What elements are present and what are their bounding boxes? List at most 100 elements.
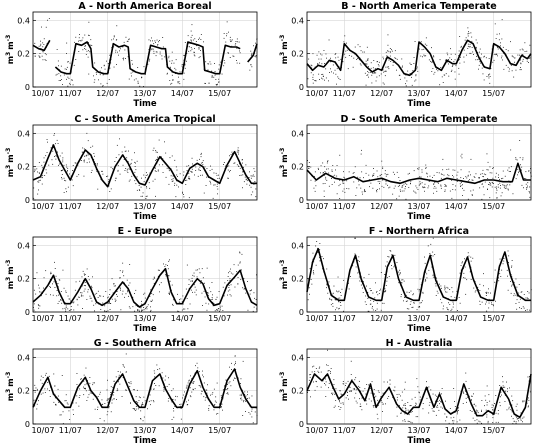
- scatter-dot: [238, 150, 240, 152]
- scatter-dot: [69, 419, 71, 420]
- scatter-dot: [224, 62, 226, 64]
- scatter-dot: [355, 377, 357, 379]
- scatter-dot: [396, 406, 398, 408]
- scatter-dot: [485, 301, 487, 303]
- scatter-dot: [510, 166, 512, 168]
- scatter-dot: [499, 258, 501, 260]
- scatter-dot: [325, 378, 326, 380]
- scatter-dot: [41, 164, 43, 166]
- scatter-dot: [359, 398, 360, 400]
- scatter-dot: [460, 45, 462, 47]
- y-unit-exponent: 3: [279, 277, 286, 281]
- scatter-dot: [35, 293, 37, 295]
- scatter-dot: [445, 291, 446, 293]
- scatter-dot: [386, 55, 388, 57]
- scatter-dot: [348, 282, 349, 284]
- scatter-dot: [135, 410, 137, 411]
- scatter-dot: [343, 310, 344, 312]
- scatter-dot: [225, 41, 227, 43]
- y-tick-label: 0: [25, 308, 30, 317]
- scatter-dot: [157, 44, 159, 46]
- scatter-dot: [214, 74, 216, 76]
- scatter-dot: [341, 288, 343, 290]
- scatter-dot: [467, 35, 469, 37]
- scatter-dot: [451, 308, 453, 310]
- scatter-dot: [453, 420, 455, 422]
- scatter-dot: [384, 75, 386, 77]
- scatter-dot: [374, 297, 376, 299]
- scatter-dot: [475, 46, 477, 48]
- scatter-dot: [152, 400, 154, 401]
- series-line: [32, 368, 257, 409]
- scatter-dot: [47, 388, 48, 390]
- scatter-dot: [515, 422, 517, 424]
- scatter-dot: [518, 292, 520, 294]
- scatter-dot: [384, 274, 386, 275]
- scatter-dot: [215, 84, 217, 85]
- scatter-dot: [507, 250, 509, 252]
- scatter-dot: [38, 287, 40, 289]
- scatter-dot: [417, 416, 419, 418]
- scatter-dot: [457, 407, 459, 408]
- x-tick-label: 11/07: [333, 202, 356, 211]
- scatter-dot: [232, 153, 233, 155]
- x-tick-label: 11/07: [59, 89, 82, 98]
- scatter-dot: [474, 420, 476, 422]
- scatter-dot: [136, 402, 138, 404]
- scatter-dot: [453, 61, 455, 63]
- scatter-dot: [422, 403, 424, 404]
- scatter-dot: [476, 422, 478, 424]
- scatter-dot: [482, 176, 484, 177]
- scatter-dot: [171, 284, 173, 286]
- scatter-dot: [459, 419, 461, 421]
- scatter-dot: [425, 167, 427, 169]
- plot-frame: [306, 124, 532, 201]
- scatter-dot: [251, 66, 253, 68]
- scatter-dot: [193, 54, 195, 56]
- scatter-dot: [213, 184, 215, 186]
- scatter-dot: [58, 294, 59, 296]
- scatter-dot: [167, 72, 168, 74]
- scatter-dot: [93, 304, 95, 306]
- scatter-dot: [72, 409, 74, 411]
- scatter-dot: [473, 54, 474, 55]
- scatter-dot: [236, 60, 237, 61]
- scatter-dot: [101, 67, 102, 69]
- scatter-dot: [434, 186, 436, 187]
- y-tick-label: 0.2: [17, 275, 30, 284]
- scatter-dot: [168, 168, 170, 170]
- scatter-dot: [207, 69, 209, 71]
- scatter-dot: [117, 389, 119, 391]
- scatter-dot: [116, 388, 118, 390]
- scatter-dot: [456, 178, 458, 180]
- scatter-dot: [242, 187, 243, 189]
- scatter-dot: [442, 407, 444, 409]
- scatter-dot: [452, 169, 454, 171]
- scatter-dot: [493, 183, 494, 184]
- scatter-dot: [404, 388, 406, 390]
- scatter-dot: [58, 401, 60, 403]
- scatter-dot: [181, 301, 183, 303]
- scatter-dot: [119, 277, 121, 279]
- panel-title: A - North America Boreal: [78, 1, 211, 12]
- scatter-dot: [338, 400, 340, 401]
- scatter-dot: [227, 280, 229, 281]
- scatter-dot: [502, 376, 503, 378]
- scatter-dot: [236, 47, 238, 49]
- y-unit-exponent: -3: [5, 35, 12, 42]
- x-axis-label: Time: [133, 212, 157, 222]
- scatter-dot: [156, 151, 158, 153]
- scatter-dot: [235, 43, 237, 45]
- scatter-dot: [419, 176, 421, 178]
- scatter-dot: [225, 379, 227, 381]
- scatter-dot: [335, 169, 336, 171]
- scatter-dot: [516, 416, 518, 418]
- scatter-dot: [404, 405, 406, 406]
- scatter-dot: [469, 179, 470, 181]
- scatter-dot: [353, 181, 355, 183]
- x-tick-label: 12/07: [370, 426, 393, 435]
- scatter-dot: [438, 172, 440, 174]
- scatter-dot: [56, 139, 58, 141]
- scatter-dot: [167, 400, 169, 402]
- scatter-dot: [162, 46, 164, 48]
